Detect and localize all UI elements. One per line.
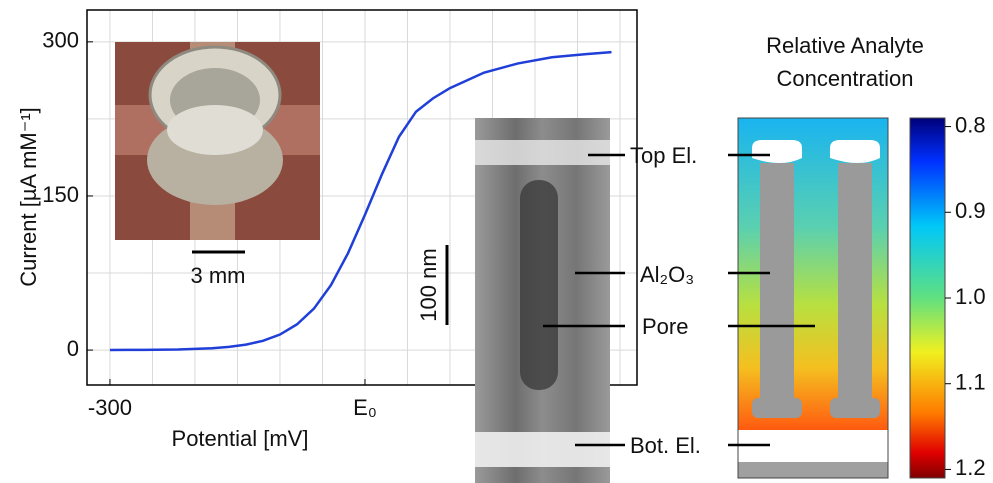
y-tick-label: 300: [42, 28, 79, 53]
scale-label: 3 mm: [191, 263, 246, 288]
photo-inset: 3 mm: [115, 42, 320, 288]
colorbar: [909, 117, 946, 479]
plot-frame: [86, 9, 638, 386]
top-electrode: [752, 140, 802, 163]
simulation: Relative Analyte Concentration 0.8 0.9 1.0…: [737, 33, 986, 480]
colorbar-tick-label: 1.2: [955, 455, 986, 480]
pillar: [760, 163, 794, 398]
label: Al₂O₃: [640, 262, 694, 287]
y-axis-label: Current [µA mM⁻¹]: [16, 107, 41, 287]
x-tick-label: E₀: [353, 395, 377, 420]
frame: [737, 117, 889, 479]
label: Pore: [642, 314, 688, 339]
label: Top El.: [630, 143, 697, 168]
top-electrode: [475, 140, 610, 165]
scale-label: 100 nm: [416, 248, 441, 321]
x-tick-label: -300: [88, 395, 132, 420]
labels: Top El. Al₂O₃ Pore Bot. El.: [543, 143, 815, 458]
pillar-foot: [830, 398, 880, 418]
ring: [167, 105, 263, 155]
colorbar-tick-label: 0.9: [955, 198, 986, 223]
y-tick-label: 150: [42, 182, 79, 207]
bottom-electrode: [475, 432, 610, 467]
title-line: Concentration: [777, 66, 914, 91]
colorbar-tick-label: 1.0: [955, 284, 986, 309]
sem-image: 100 nm: [416, 118, 610, 483]
title-line: Relative Analyte: [766, 33, 924, 58]
colorbar-tick-label: 1.1: [955, 370, 986, 395]
line-series: [109, 50, 612, 352]
substrate: [738, 462, 888, 478]
pore: [520, 180, 558, 390]
pillar-foot: [752, 398, 802, 418]
pillar: [838, 163, 872, 398]
label: Bot. El.: [630, 433, 701, 458]
colorbar-tick-label: 0.8: [955, 112, 986, 137]
x-axis-label: Potential [mV]: [172, 426, 309, 451]
top-electrode: [830, 140, 880, 163]
y-tick-label: 0: [67, 336, 79, 361]
colorbar-ticks: 0.8 0.9 1.0 1.1 1.2: [945, 112, 986, 480]
